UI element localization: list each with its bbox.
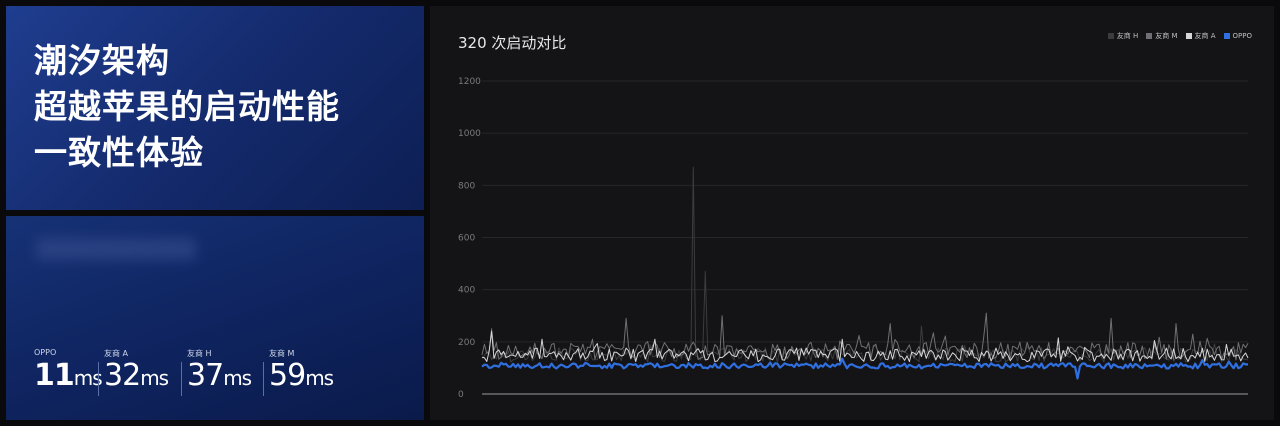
divider: [98, 362, 99, 396]
legend-label: 友商 H: [1116, 32, 1139, 40]
line-chart: 0 200 400 600 800 1000 1200: [458, 77, 1249, 400]
stat-label: 友商 A: [104, 349, 129, 358]
headline-line-1: 潮汐架构: [34, 41, 170, 80]
stat-label: OPPO: [34, 348, 57, 357]
blurred-caption: [36, 238, 196, 260]
y-tick-label: 1000: [458, 129, 481, 139]
headline-line-3: 一致性体验: [34, 133, 204, 172]
chart-title: 320 次启动对比: [458, 34, 567, 52]
stat-value: 11ms: [34, 358, 103, 393]
stat-label: 友商 M: [269, 349, 295, 358]
y-tick-label: 400: [458, 286, 475, 296]
divider: [263, 362, 264, 396]
series-line-2: [481, 330, 1249, 363]
chart-panel: 320 次启动对比 友商 H 友商 M 友商 A OPPO 0 200 400 600 800…: [430, 6, 1274, 420]
legend-item: OPPO: [1223, 32, 1252, 40]
legend-item: 友商 M: [1146, 31, 1178, 41]
legend-swatch: [1223, 33, 1230, 39]
stat-value: 37ms: [187, 358, 252, 393]
legend-item: 友商 H: [1107, 31, 1139, 41]
stat-value: 32ms: [104, 358, 169, 393]
series-line-1: [481, 312, 1249, 361]
chart-legend: 友商 H 友商 M 友商 A OPPO: [1107, 31, 1252, 41]
stats-panel: OPPO 11ms 友商 A 32ms 友商 H 37ms 友商 M 59ms: [6, 216, 424, 420]
y-tick-label: 800: [458, 181, 475, 191]
stat-label: 友商 H: [187, 349, 212, 358]
legend-label: 友商 A: [1194, 32, 1216, 40]
legend-label: OPPO: [1232, 32, 1252, 40]
legend-swatch: [1146, 33, 1153, 39]
y-tick-label: 1200: [458, 77, 481, 87]
stat-value: 59ms: [269, 358, 334, 393]
headline-panel: 潮汐架构 超越苹果的启动性能 一致性体验: [6, 6, 424, 210]
legend-swatch: [1107, 33, 1114, 39]
divider: [181, 362, 182, 396]
headline-line-2: 超越苹果的启动性能: [34, 87, 340, 126]
series-line-3: [481, 357, 1248, 380]
legend-label: 友商 M: [1155, 32, 1178, 40]
y-tick-label: 0: [458, 390, 464, 400]
legend-item: 友商 A: [1185, 31, 1216, 41]
legend-swatch: [1185, 33, 1192, 39]
series-line-0: [481, 166, 1249, 363]
y-tick-label: 600: [458, 234, 475, 244]
y-tick-label: 200: [458, 338, 475, 348]
